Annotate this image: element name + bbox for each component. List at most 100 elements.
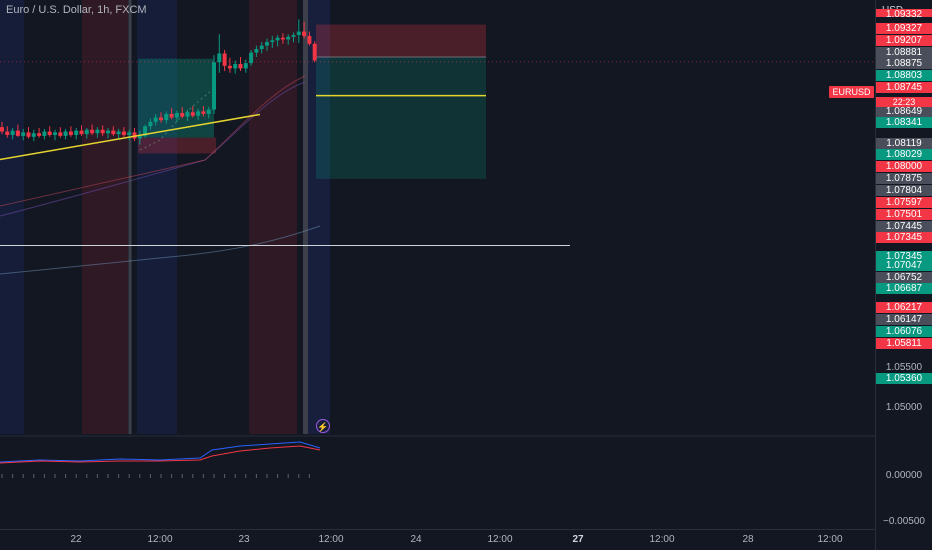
candle-body (201, 111, 206, 114)
time-tick: 12:00 (147, 534, 173, 545)
candle-31 (164, 111, 169, 124)
axes-frame (0, 0, 876, 550)
candle-body (174, 113, 179, 118)
candle-body (296, 31, 301, 36)
candle-body (212, 62, 216, 110)
candle-48 (254, 45, 259, 57)
candle-22 (116, 128, 121, 140)
candle-body (68, 131, 73, 136)
time-tick: 23 (238, 534, 250, 545)
candle-body (10, 130, 15, 136)
candle-33 (174, 110, 179, 122)
price-label: 1.05500 (885, 362, 923, 373)
candle-49 (259, 42, 264, 54)
price-label: 1.05000 (885, 402, 923, 413)
bar-countdown: 22:23 (876, 97, 932, 107)
price-label: 1.07345 (876, 232, 932, 243)
price-label: 1.05360 (876, 373, 932, 384)
time-tick: 24 (410, 534, 422, 545)
candle-body (275, 37, 280, 41)
candle-38 (201, 106, 206, 117)
candle-2 (10, 128, 15, 140)
price-label: 1.07804 (876, 185, 932, 196)
candle-54 (286, 34, 291, 45)
candle-20 (106, 128, 110, 139)
candle-body (259, 45, 264, 50)
price-label: 1.07445 (876, 221, 932, 232)
candle-body (243, 63, 248, 69)
candle-body (164, 113, 169, 121)
candle-body (79, 130, 84, 135)
candle-15 (79, 125, 84, 136)
candle-body (233, 64, 238, 69)
candle-body (15, 130, 20, 136)
candle-35 (185, 109, 190, 121)
time-tick: 12:00 (817, 534, 843, 545)
candle-40 (212, 55, 216, 114)
time-tick: 12:00 (649, 534, 675, 545)
price-label: 1.08000 (876, 161, 932, 172)
candle-body (227, 65, 232, 69)
price-label: 1.08649 (876, 106, 932, 117)
candle-26 (137, 130, 142, 145)
candle-8 (42, 128, 47, 140)
short-position-stop-zone (316, 24, 486, 57)
candle-body (21, 132, 26, 136)
candle-body (190, 112, 195, 116)
moving-average-fast (0, 75, 306, 207)
candle-19 (100, 125, 105, 136)
candle-55 (291, 32, 296, 43)
candle-body (286, 36, 291, 40)
candle-1 (5, 126, 10, 138)
drawing-lines[interactable] (0, 94, 570, 246)
candle-30 (159, 112, 163, 123)
candle-27 (143, 124, 148, 138)
price-label: 1.08119 (876, 138, 932, 149)
macd-indicator-pane (0, 435, 876, 478)
candle-body (74, 130, 79, 136)
time-tick: 22 (70, 534, 82, 545)
candle-11 (58, 127, 63, 138)
candle-51 (270, 35, 275, 49)
candle-body (249, 52, 254, 64)
candle-7 (37, 128, 42, 138)
drawing-objects[interactable] (0, 24, 876, 275)
price-label: 1.06687 (876, 283, 932, 294)
candle-body (31, 133, 36, 137)
candle-39 (206, 106, 211, 119)
indicator-tick-zero: 0.00000 (885, 470, 923, 481)
price-label: 1.05811 (876, 338, 932, 349)
price-label: 1.07597 (876, 197, 932, 208)
candle-0 (0, 121, 4, 135)
candle-body (84, 129, 89, 135)
price-label: 1.08875 (876, 58, 932, 69)
candle-body (26, 132, 31, 137)
session-bands (0, 0, 330, 434)
price-label: 1.07047 (876, 260, 932, 271)
candle-body (132, 132, 137, 139)
candlestick-series (0, 19, 317, 145)
lightning-bolt-icon[interactable]: ⚡ (316, 419, 330, 433)
candle-body (238, 64, 243, 69)
candle-58 (307, 31, 312, 46)
price-label: 1.06147 (876, 314, 932, 325)
candle-4 (21, 128, 26, 141)
candle-body (180, 113, 185, 117)
time-tick: 12:00 (318, 534, 344, 545)
price-label: 1.08881 (876, 47, 932, 58)
macd-line (0, 441, 321, 463)
candle-body (153, 117, 158, 122)
candle-body (63, 131, 68, 136)
moving-average-slow (0, 225, 321, 275)
session-band-2 (137, 0, 177, 434)
session-band-1 (82, 0, 128, 434)
candle-41 (217, 34, 222, 73)
candle-body (185, 112, 190, 117)
symbol-title[interactable]: Euro / U.S. Dollar, 1h, FXCM (6, 4, 147, 16)
candle-body (169, 113, 174, 118)
candle-23 (121, 127, 126, 137)
candle-57 (302, 21, 307, 39)
candle-36 (190, 106, 195, 118)
